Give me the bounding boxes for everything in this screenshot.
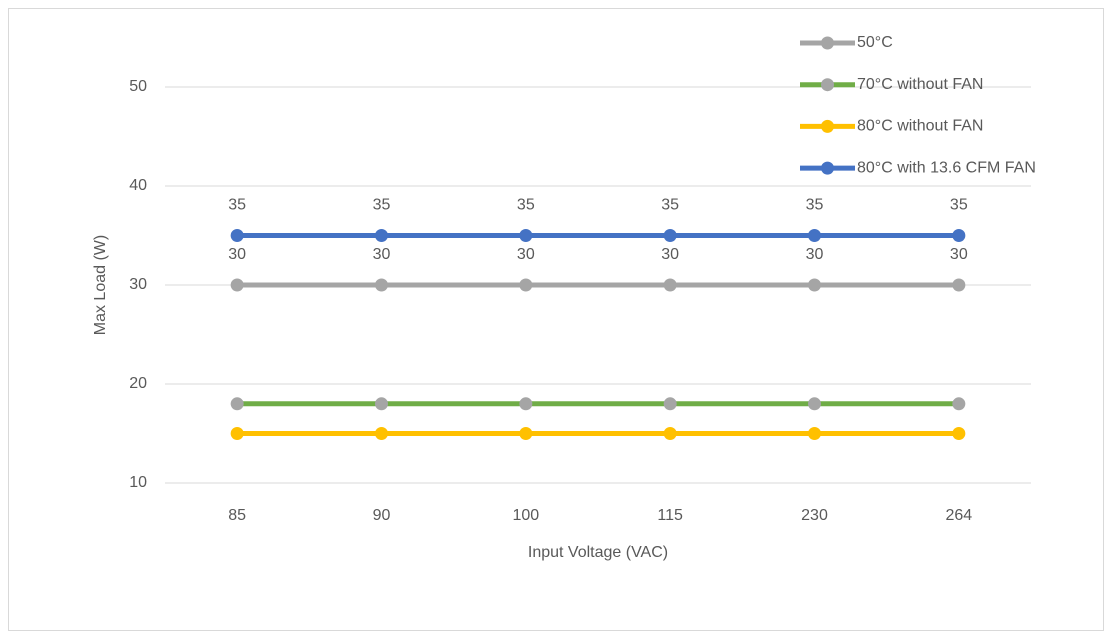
y-tick-label: 40 [129, 177, 147, 194]
marker [808, 427, 821, 440]
data-label: 35 [806, 197, 824, 214]
marker [952, 278, 966, 292]
data-label: 35 [661, 197, 679, 214]
marker [663, 278, 677, 292]
marker [375, 278, 388, 292]
legend-label: 50°C [857, 34, 893, 51]
data-label: 35 [517, 197, 535, 214]
y-tick-label: 50 [129, 78, 147, 95]
marker [952, 427, 966, 440]
data-label: 30 [228, 246, 246, 263]
x-tick-label: 90 [373, 507, 391, 524]
marker [230, 229, 244, 242]
marker [952, 229, 966, 242]
marker [230, 427, 244, 440]
x-tick-label: 100 [512, 507, 539, 524]
marker [663, 397, 677, 411]
x-tick-label: 115 [657, 507, 683, 524]
legend-marker [821, 119, 834, 133]
legend-label: 70°C without FAN [857, 76, 983, 93]
legend-marker [821, 36, 834, 50]
marker [952, 397, 966, 411]
chart-frame [8, 8, 1104, 631]
x-tick-label: 264 [945, 507, 972, 524]
y-tick-label: 20 [129, 375, 147, 392]
x-tick-label: 85 [228, 507, 246, 524]
marker [519, 278, 533, 292]
legend-label: 80°C with 13.6 CFM FAN [857, 159, 1036, 176]
x-axis-label: Input Voltage (VAC) [528, 544, 668, 561]
marker [663, 427, 677, 440]
data-label: 30 [373, 246, 391, 263]
data-label: 30 [517, 246, 535, 263]
data-label: 30 [806, 246, 824, 263]
marker [808, 229, 821, 242]
data-label: 35 [373, 197, 391, 214]
marker [519, 229, 533, 242]
data-label: 30 [950, 246, 968, 263]
data-label: 35 [228, 197, 246, 214]
marker [519, 397, 533, 411]
x-tick-label: 230 [801, 507, 828, 524]
marker [375, 427, 388, 440]
y-axis-label: Max Load (W) [92, 235, 109, 335]
marker [663, 229, 677, 242]
marker [375, 229, 388, 242]
legend-label: 80°C without FAN [857, 118, 983, 135]
marker [230, 397, 244, 411]
marker [230, 278, 244, 292]
legend-marker [821, 161, 834, 175]
data-label: 35 [950, 197, 968, 214]
marker [375, 397, 388, 411]
marker [808, 397, 821, 411]
marker [808, 278, 821, 292]
y-tick-label: 30 [129, 276, 147, 293]
y-tick-label: 10 [129, 474, 147, 491]
marker [519, 427, 533, 440]
data-label: 30 [661, 246, 679, 263]
legend-marker [821, 78, 834, 92]
